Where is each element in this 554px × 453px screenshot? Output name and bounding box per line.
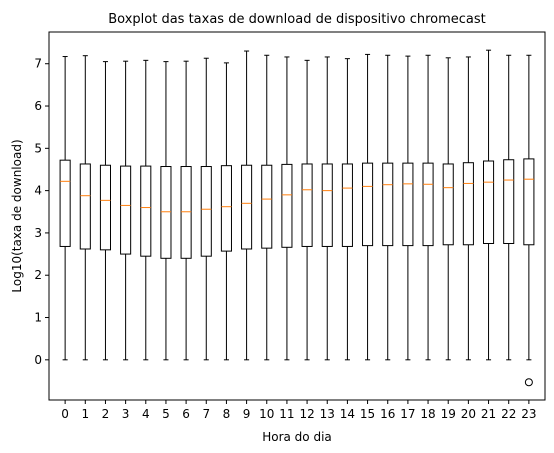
box-iqr xyxy=(462,162,474,246)
x-tick-label: 7 xyxy=(202,407,210,421)
x-tick-label: 16 xyxy=(380,407,395,421)
y-tick-label: 4 xyxy=(34,184,42,198)
x-axis-label: Hora do dia xyxy=(262,430,332,444)
x-tick-label: 6 xyxy=(182,407,190,421)
x-tick-label: 23 xyxy=(521,407,536,421)
y-tick-label: 7 xyxy=(34,57,42,71)
box-iqr xyxy=(402,162,414,247)
x-tick-label: 18 xyxy=(420,407,435,421)
y-tick-label: 2 xyxy=(34,268,42,282)
y-tick-label: 5 xyxy=(34,141,42,155)
box-iqr xyxy=(422,162,434,247)
box-iqr xyxy=(180,166,192,259)
box-iqr xyxy=(79,163,91,250)
x-tick-label: 3 xyxy=(122,407,130,421)
x-tick-label: 15 xyxy=(360,407,375,421)
box-iqr xyxy=(160,166,172,259)
chart-title: Boxplot das taxas de download de disposi… xyxy=(108,12,485,27)
x-tick-label: 20 xyxy=(461,407,476,421)
box-iqr xyxy=(523,158,535,246)
box-iqr xyxy=(140,165,152,257)
box-iqr xyxy=(503,159,515,244)
x-tick-label: 8 xyxy=(223,407,231,421)
x-tick-label: 14 xyxy=(340,407,355,421)
box-iqr xyxy=(120,165,132,255)
box-iqr xyxy=(321,163,333,247)
x-tick-label: 11 xyxy=(279,407,294,421)
box-iqr xyxy=(341,163,353,247)
x-tick-label: 10 xyxy=(259,407,274,421)
box-iqr xyxy=(442,163,454,246)
box-iqr xyxy=(382,162,394,247)
box-iqr xyxy=(261,164,273,249)
box-iqr xyxy=(99,164,111,251)
box-iqr xyxy=(362,162,374,247)
y-tick-label: 1 xyxy=(34,311,42,325)
box-iqr xyxy=(59,159,71,247)
plot-frame xyxy=(48,31,546,401)
y-axis-label: Log10(taxa de download) xyxy=(10,139,24,292)
x-tick-label: 1 xyxy=(81,407,89,421)
x-tick-label: 22 xyxy=(501,407,516,421)
box-iqr xyxy=(483,160,495,244)
x-tick-label: 5 xyxy=(162,407,170,421)
y-tick-label: 0 xyxy=(34,353,42,367)
box-iqr xyxy=(281,163,293,248)
y-tick-label: 3 xyxy=(34,226,42,240)
x-tick-label: 19 xyxy=(441,407,456,421)
box-iqr xyxy=(220,165,232,252)
x-tick-label: 2 xyxy=(102,407,110,421)
box-iqr xyxy=(200,166,212,257)
y-tick-label: 6 xyxy=(34,99,42,113)
x-tick-label: 12 xyxy=(299,407,314,421)
box-iqr xyxy=(301,163,313,247)
x-tick-label: 21 xyxy=(481,407,496,421)
x-tick-label: 9 xyxy=(243,407,251,421)
box-iqr xyxy=(241,164,253,250)
x-tick-label: 0 xyxy=(61,407,69,421)
outlier-point xyxy=(524,378,533,387)
x-tick-label: 17 xyxy=(400,407,415,421)
x-tick-label: 13 xyxy=(320,407,335,421)
x-tick-label: 4 xyxy=(142,407,150,421)
